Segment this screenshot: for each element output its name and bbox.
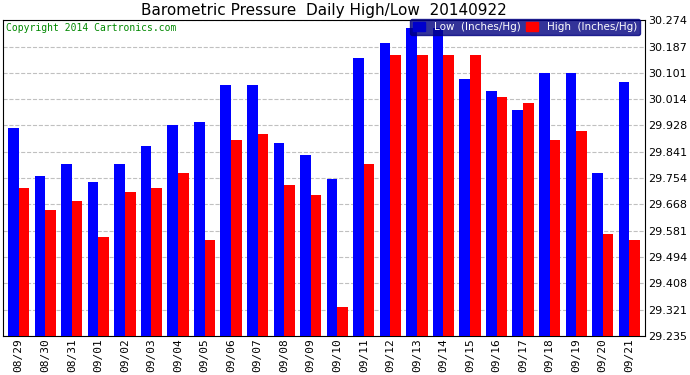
Bar [444, 55, 454, 336]
Bar [406, 28, 417, 336]
Bar [204, 240, 215, 336]
Bar [221, 85, 231, 336]
Bar [391, 55, 401, 336]
Bar [72, 201, 82, 336]
Bar [337, 307, 348, 336]
Bar [380, 43, 391, 336]
Bar [46, 210, 56, 336]
Bar [539, 73, 550, 336]
Legend: Low  (Inches/Hg), High  (Inches/Hg): Low (Inches/Hg), High (Inches/Hg) [410, 19, 640, 36]
Bar [151, 189, 162, 336]
Bar [592, 173, 603, 336]
Title: Barometric Pressure  Daily High/Low  20140922: Barometric Pressure Daily High/Low 20140… [141, 3, 507, 18]
Bar [433, 28, 444, 336]
Bar [460, 79, 470, 336]
Bar [497, 98, 507, 336]
Bar [550, 140, 560, 336]
Bar [284, 186, 295, 336]
Bar [566, 73, 576, 336]
Bar [300, 155, 310, 336]
Bar [8, 128, 19, 336]
Bar [194, 122, 204, 336]
Bar [257, 134, 268, 336]
Bar [353, 58, 364, 336]
Bar [61, 164, 72, 336]
Bar [115, 164, 125, 336]
Bar [326, 179, 337, 336]
Bar [231, 140, 241, 336]
Bar [273, 143, 284, 336]
Bar [603, 234, 613, 336]
Bar [310, 195, 322, 336]
Bar [34, 176, 46, 336]
Bar [178, 173, 188, 336]
Bar [99, 237, 109, 336]
Bar [513, 110, 523, 336]
Bar [88, 182, 99, 336]
Bar [470, 55, 481, 336]
Bar [417, 55, 428, 336]
Bar [619, 82, 629, 336]
Bar [629, 240, 640, 336]
Bar [168, 125, 178, 336]
Bar [141, 146, 151, 336]
Text: Copyright 2014 Cartronics.com: Copyright 2014 Cartronics.com [6, 24, 177, 33]
Bar [247, 85, 257, 336]
Bar [364, 164, 375, 336]
Bar [486, 92, 497, 336]
Bar [19, 189, 29, 336]
Bar [576, 131, 586, 336]
Bar [125, 192, 135, 336]
Bar [523, 104, 533, 336]
